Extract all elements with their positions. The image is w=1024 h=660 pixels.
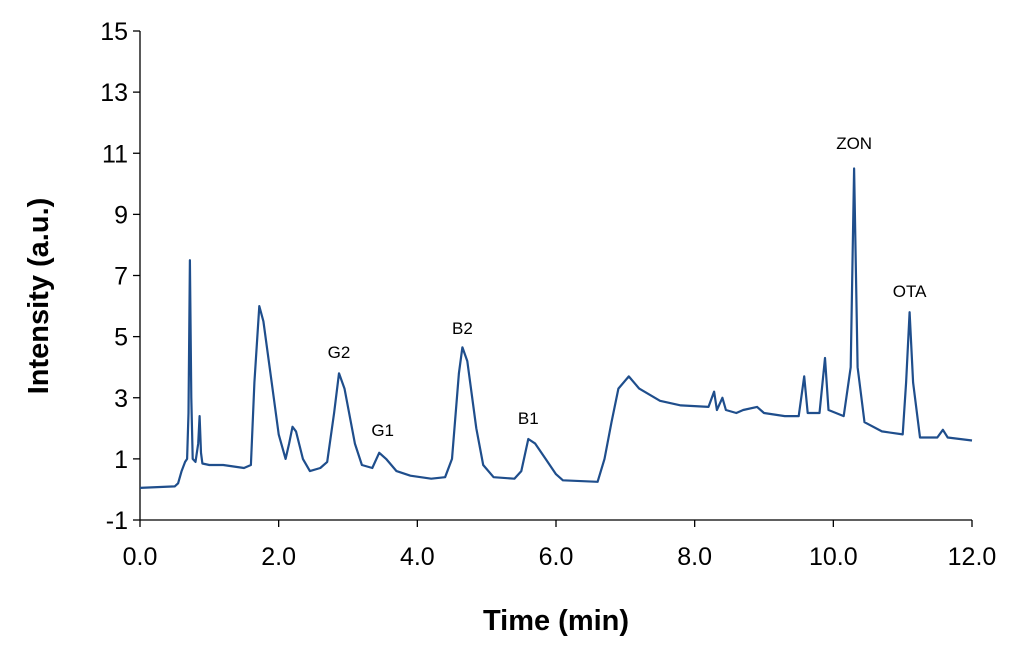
peak-label: ZON	[836, 134, 872, 153]
y-tick-label: 3	[114, 385, 128, 413]
peak-label: G2	[328, 343, 351, 362]
data-line	[139, 167, 973, 489]
x-tick-label: 0.0	[123, 543, 158, 571]
x-axis-title: Time (min)	[483, 605, 629, 637]
y-tick-label: 15	[100, 18, 128, 46]
x-tick-label: 4.0	[400, 543, 435, 571]
x-tick-label: 12.0	[948, 543, 997, 571]
y-tick-label: 11	[102, 140, 128, 168]
y-axis-title: Intensity (a.u.)	[23, 198, 55, 395]
peak-label: B1	[518, 409, 539, 428]
peak-label: OTA	[893, 282, 927, 301]
y-tick-label: -1	[106, 507, 128, 535]
y-tick-label: 1	[114, 446, 128, 474]
y-tick-label: 5	[114, 324, 128, 352]
x-tick-label: 2.0	[261, 543, 296, 571]
y-tick-label: 7	[114, 263, 128, 291]
peak-label: G1	[371, 421, 394, 440]
y-tick-label: 9	[114, 201, 128, 229]
y-tick-label: 13	[100, 79, 128, 107]
x-tick-label: 6.0	[539, 543, 574, 571]
x-tick-label: 8.0	[677, 543, 712, 571]
peak-label: B2	[452, 319, 473, 338]
x-tick-label: 10.0	[809, 543, 858, 571]
